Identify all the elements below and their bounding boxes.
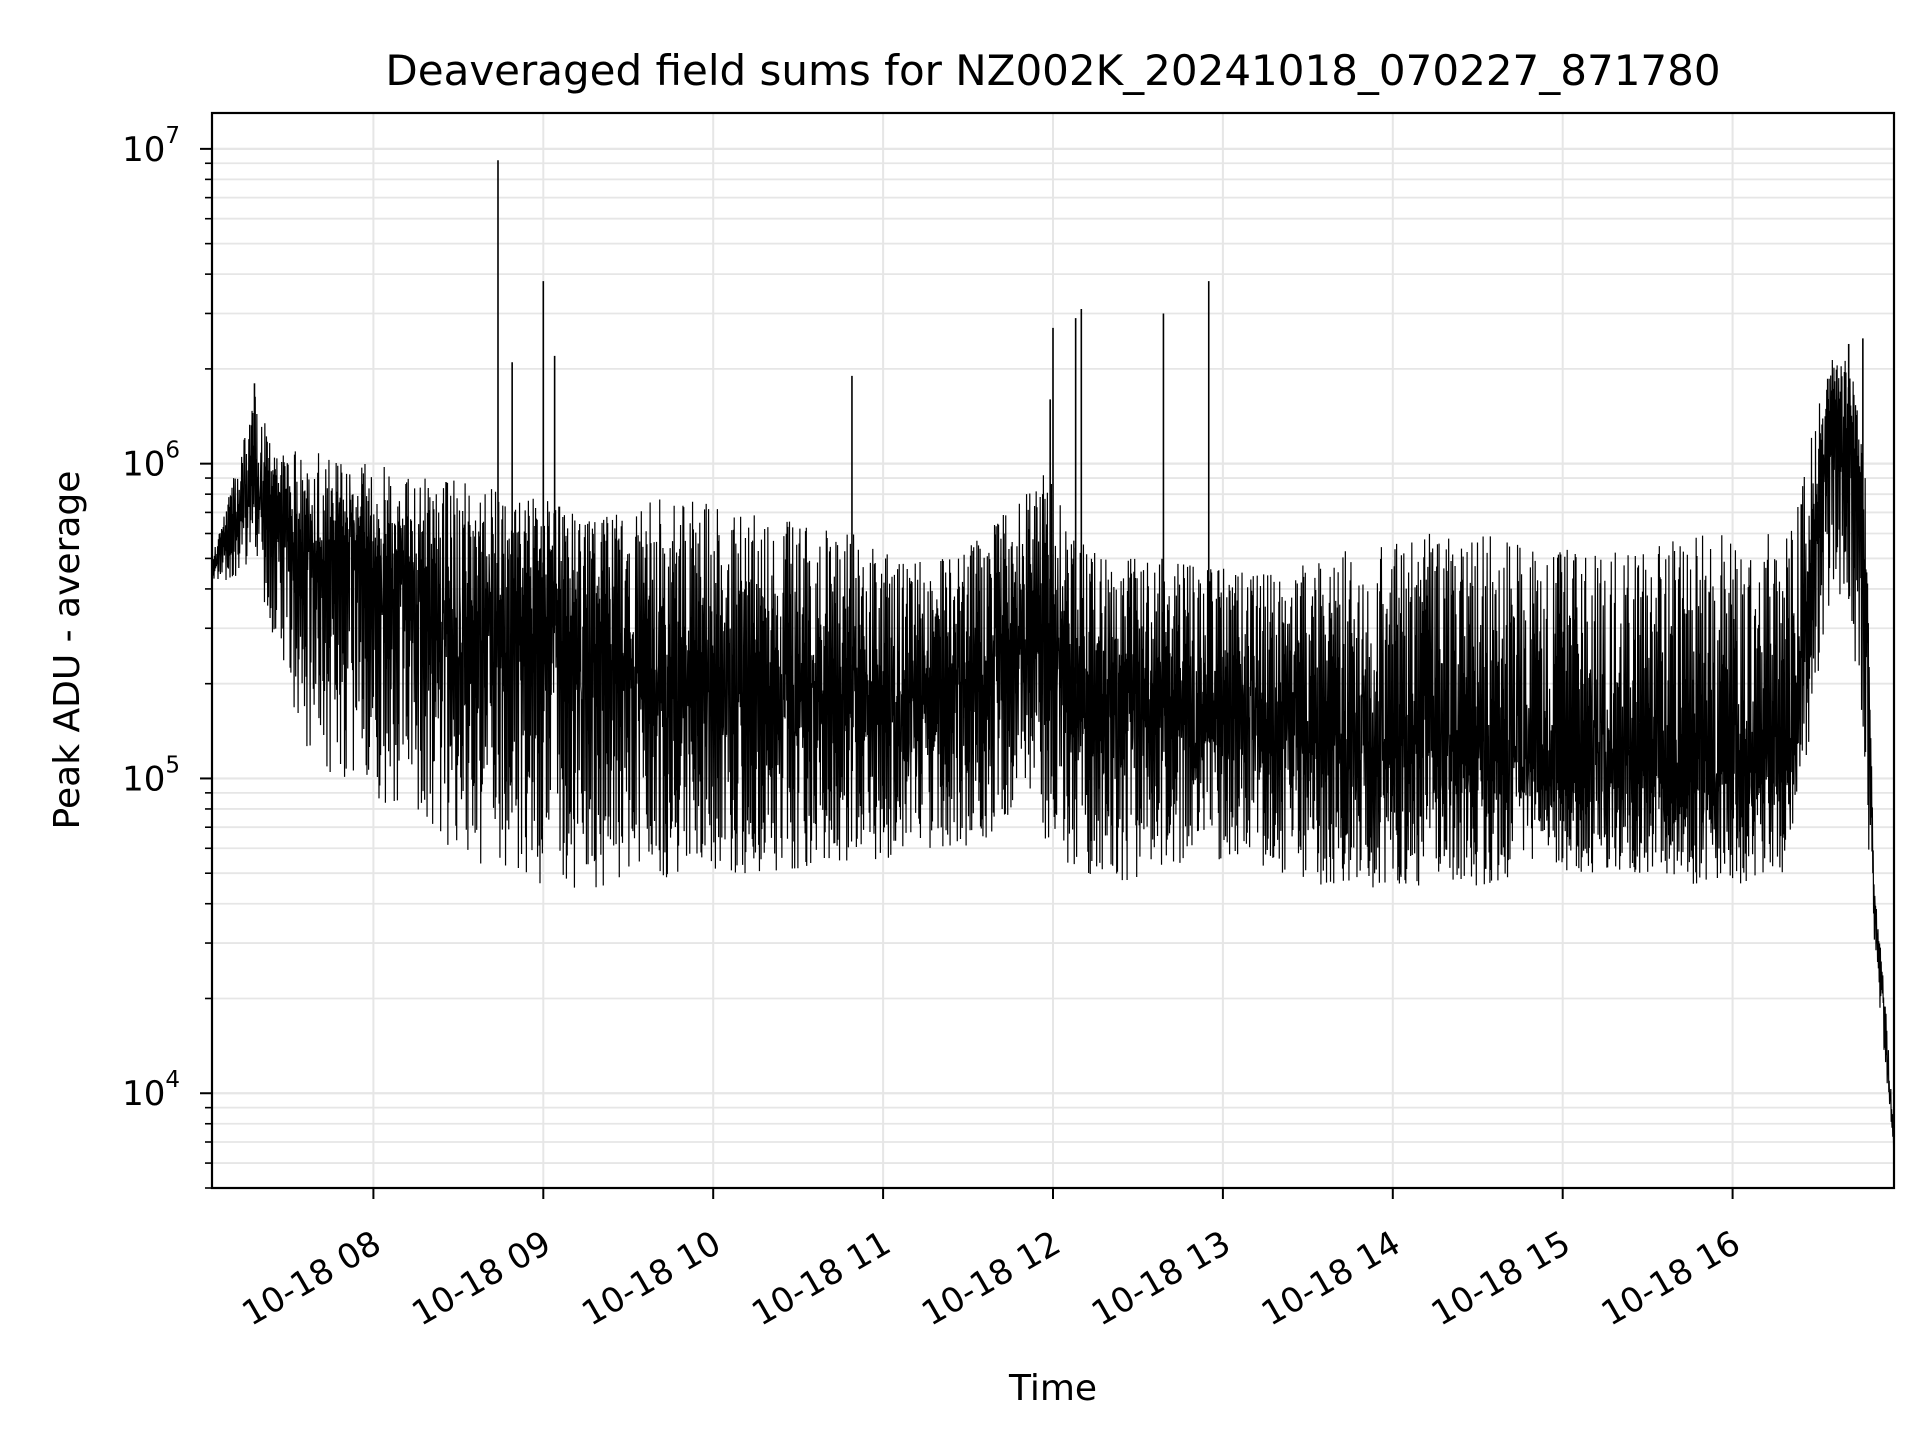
x-axis-label: Time [1008, 1368, 1097, 1409]
y-tick-label: 104 [122, 1067, 180, 1114]
y-tick-label: 107 [122, 123, 180, 170]
plot-lines [211, 160, 1895, 1148]
y-tick-label: 105 [122, 752, 180, 799]
chart-title: Deaveraged field sums for NZ002K_2024101… [385, 46, 1720, 95]
y-axis-label: Peak ADU - average [47, 471, 88, 830]
y-axis: 104 105 106 107 [122, 123, 212, 1189]
y-tick-label: 106 [122, 438, 180, 485]
